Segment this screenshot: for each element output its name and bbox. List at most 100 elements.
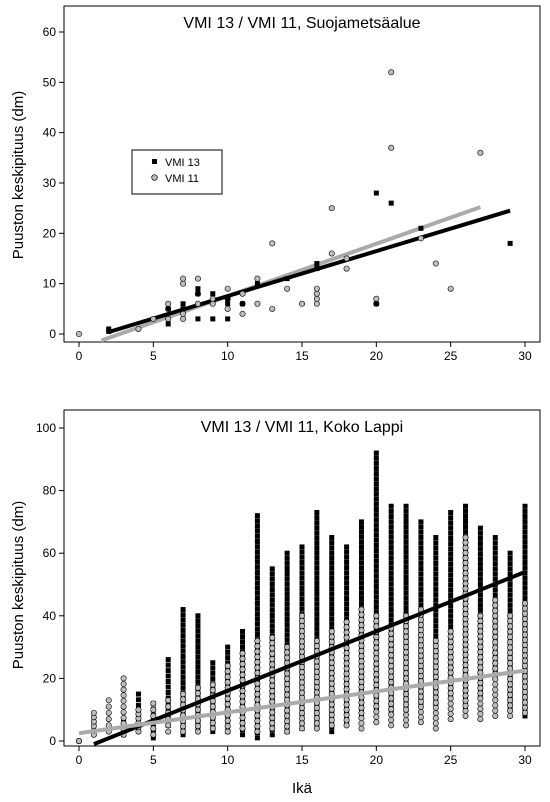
bottom-point-vmi11 (462, 631, 469, 638)
bottom-point-vmi13 (418, 540, 424, 546)
bottom-point-vmi13 (418, 576, 424, 582)
bottom-point-vmi11 (388, 652, 395, 659)
bottom-point-vmi11 (432, 715, 439, 722)
bottom-point-vmi11 (447, 654, 454, 661)
bottom-point-vmi11 (358, 704, 365, 711)
bottom-point-vmi11 (462, 707, 469, 714)
bottom-point-vmi11 (507, 644, 514, 651)
bottom-point-vmi11 (507, 623, 514, 630)
bottom-point-vmi11 (492, 612, 499, 619)
bottom-point-vmi13 (180, 648, 186, 654)
bottom-ytick-label: 20 (43, 671, 57, 685)
bottom-point-vmi13 (284, 550, 290, 556)
bottom-point-vmi11 (521, 626, 528, 633)
bottom-point-vmi11 (328, 659, 335, 666)
bottom-point-vmi11 (403, 706, 410, 713)
bottom-point-vmi13 (492, 555, 498, 561)
bottom-point-vmi11 (432, 653, 439, 660)
bottom-xtick-label: 20 (370, 753, 384, 767)
bottom-point-vmi11 (447, 690, 454, 697)
bottom-point-vmi11 (521, 657, 528, 664)
bottom-point-vmi11 (284, 675, 291, 682)
bottom-point-vmi13 (373, 532, 379, 538)
bottom-point-vmi13 (388, 514, 394, 520)
bottom-point-vmi11 (447, 633, 454, 640)
bottom-point-vmi11 (507, 691, 514, 698)
bottom-point-vmi11 (343, 629, 350, 636)
top-point-vmi13 (195, 316, 201, 322)
bottom-point-vmi11 (462, 554, 469, 561)
bottom-point-vmi11 (269, 688, 276, 695)
bottom-point-vmi11 (269, 677, 276, 684)
bottom-point-vmi11 (239, 725, 246, 732)
top-point-vmi11 (209, 300, 216, 307)
bottom-point-vmi13 (299, 585, 305, 591)
bottom-point-vmi13 (522, 529, 528, 535)
bottom-point-vmi13 (195, 654, 201, 660)
bottom-point-vmi13 (314, 626, 320, 632)
bottom-point-vmi13 (254, 513, 260, 519)
bottom-point-vmi13 (388, 586, 394, 592)
bottom-point-vmi11 (284, 654, 291, 661)
bottom-point-vmi13 (492, 535, 498, 541)
bottom-point-vmi13 (403, 508, 409, 514)
bottom-point-vmi11 (180, 723, 187, 730)
bottom-point-vmi11 (432, 720, 439, 727)
bottom-point-vmi11 (432, 673, 439, 680)
bottom-point-vmi11 (209, 687, 216, 694)
top-xtick-label: 25 (444, 349, 458, 363)
bottom-point-vmi11 (521, 673, 528, 680)
legend-label-vmi11: VMI 11 (165, 173, 199, 185)
bottom-point-vmi11 (76, 737, 83, 744)
bottom-point-vmi13 (329, 550, 335, 556)
bottom-point-vmi13 (373, 455, 379, 461)
bottom-point-vmi13 (240, 732, 246, 738)
bottom-point-vmi11 (388, 663, 395, 670)
bottom-point-vmi11 (313, 725, 320, 732)
bottom-point-vmi13 (165, 689, 171, 695)
bottom-point-vmi11 (477, 643, 484, 650)
bottom-point-vmi11 (477, 695, 484, 702)
bottom-point-vmi11 (507, 707, 514, 714)
bottom-point-vmi11 (150, 700, 157, 707)
top-point-vmi13 (240, 301, 246, 307)
bottom-point-vmi11 (224, 662, 231, 669)
bottom-point-vmi13 (522, 519, 528, 525)
bottom-point-vmi11 (254, 685, 261, 692)
bottom-point-vmi11 (135, 706, 142, 713)
bottom-ytick-label: 100 (36, 421, 56, 435)
bottom-point-vmi11 (462, 692, 469, 699)
top-point-vmi11 (313, 300, 320, 307)
top-xtick-label: 5 (150, 349, 157, 363)
bottom-point-vmi11 (477, 648, 484, 655)
bottom-point-vmi11 (388, 722, 395, 729)
bottom-point-vmi11 (298, 643, 305, 650)
bottom-point-vmi11 (403, 675, 410, 682)
bottom-point-vmi13 (195, 674, 201, 680)
bottom-point-vmi13 (225, 649, 231, 655)
bottom-point-vmi13 (240, 644, 246, 650)
bottom-point-vmi13 (269, 618, 275, 624)
top-point-vmi13 (388, 200, 394, 206)
bottom-point-vmi11 (120, 692, 127, 699)
bottom-point-vmi11 (447, 649, 454, 656)
bottom-point-vmi13 (388, 617, 394, 623)
bottom-point-vmi13 (254, 600, 260, 606)
bottom-point-vmi13 (373, 465, 379, 471)
bottom-point-vmi11 (165, 697, 172, 704)
bottom-point-vmi13 (433, 555, 439, 561)
bottom-point-vmi13 (180, 607, 186, 613)
bottom-point-vmi13 (448, 561, 454, 567)
bottom-point-vmi11 (343, 675, 350, 682)
bottom-point-vmi11 (492, 639, 499, 646)
bottom-point-vmi13 (418, 566, 424, 572)
bottom-point-vmi13 (314, 530, 320, 536)
bottom-point-vmi13 (373, 573, 379, 579)
bottom-point-vmi13 (388, 519, 394, 525)
bottom-point-vmi11 (373, 639, 380, 646)
bottom-point-vmi13 (254, 569, 260, 575)
top-point-vmi11 (224, 305, 231, 312)
bottom-point-vmi11 (447, 638, 454, 645)
bottom-point-vmi11 (194, 723, 201, 730)
bottom-point-vmi13 (507, 555, 513, 561)
